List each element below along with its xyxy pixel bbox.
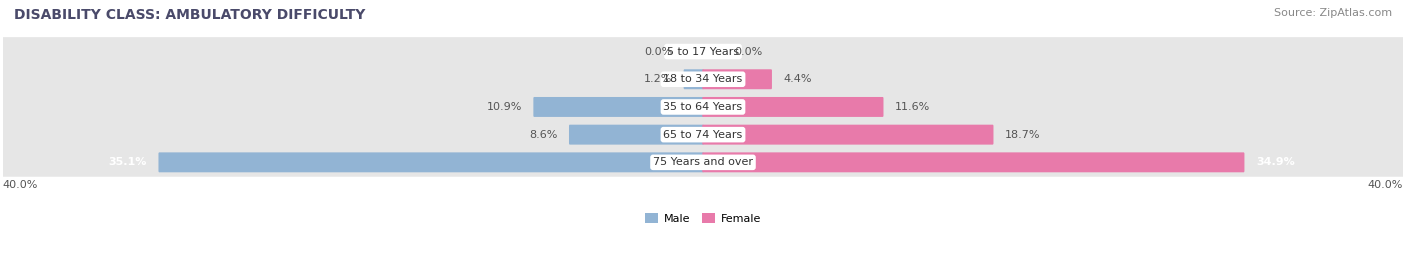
FancyBboxPatch shape (159, 152, 704, 172)
FancyBboxPatch shape (702, 69, 772, 89)
Text: 40.0%: 40.0% (1368, 180, 1403, 189)
Text: 0.0%: 0.0% (644, 47, 672, 57)
Text: 18.7%: 18.7% (1005, 130, 1040, 140)
Text: 40.0%: 40.0% (3, 180, 38, 189)
FancyBboxPatch shape (702, 125, 994, 145)
Text: 35.1%: 35.1% (108, 157, 146, 167)
FancyBboxPatch shape (702, 152, 1244, 172)
Text: 35 to 64 Years: 35 to 64 Years (664, 102, 742, 112)
Text: 1.2%: 1.2% (644, 74, 672, 84)
FancyBboxPatch shape (1, 120, 1405, 149)
Text: 11.6%: 11.6% (896, 102, 931, 112)
Text: 34.9%: 34.9% (1256, 157, 1295, 167)
Text: 18 to 34 Years: 18 to 34 Years (664, 74, 742, 84)
FancyBboxPatch shape (683, 69, 704, 89)
Text: Source: ZipAtlas.com: Source: ZipAtlas.com (1274, 8, 1392, 18)
Text: 8.6%: 8.6% (529, 130, 557, 140)
FancyBboxPatch shape (1, 148, 1405, 177)
FancyBboxPatch shape (1, 65, 1405, 94)
FancyBboxPatch shape (533, 97, 704, 117)
Text: 75 Years and over: 75 Years and over (652, 157, 754, 167)
Text: 10.9%: 10.9% (486, 102, 522, 112)
FancyBboxPatch shape (569, 125, 704, 145)
FancyBboxPatch shape (702, 97, 883, 117)
Text: 65 to 74 Years: 65 to 74 Years (664, 130, 742, 140)
Text: DISABILITY CLASS: AMBULATORY DIFFICULTY: DISABILITY CLASS: AMBULATORY DIFFICULTY (14, 8, 366, 22)
FancyBboxPatch shape (1, 37, 1405, 66)
Text: 5 to 17 Years: 5 to 17 Years (666, 47, 740, 57)
FancyBboxPatch shape (1, 92, 1405, 121)
Text: 4.4%: 4.4% (783, 74, 813, 84)
Text: 0.0%: 0.0% (734, 47, 762, 57)
Legend: Male, Female: Male, Female (641, 209, 765, 228)
